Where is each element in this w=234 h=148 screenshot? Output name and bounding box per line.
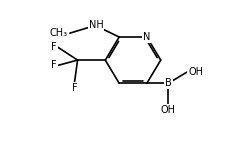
Text: OH: OH — [188, 67, 203, 77]
Text: B: B — [165, 78, 172, 88]
Text: OH: OH — [161, 105, 176, 115]
Text: N: N — [143, 32, 150, 42]
Text: CH₃: CH₃ — [49, 28, 68, 38]
Text: F: F — [72, 83, 77, 93]
Text: NH: NH — [89, 20, 103, 30]
Text: F: F — [51, 42, 57, 52]
Text: F: F — [51, 61, 57, 70]
